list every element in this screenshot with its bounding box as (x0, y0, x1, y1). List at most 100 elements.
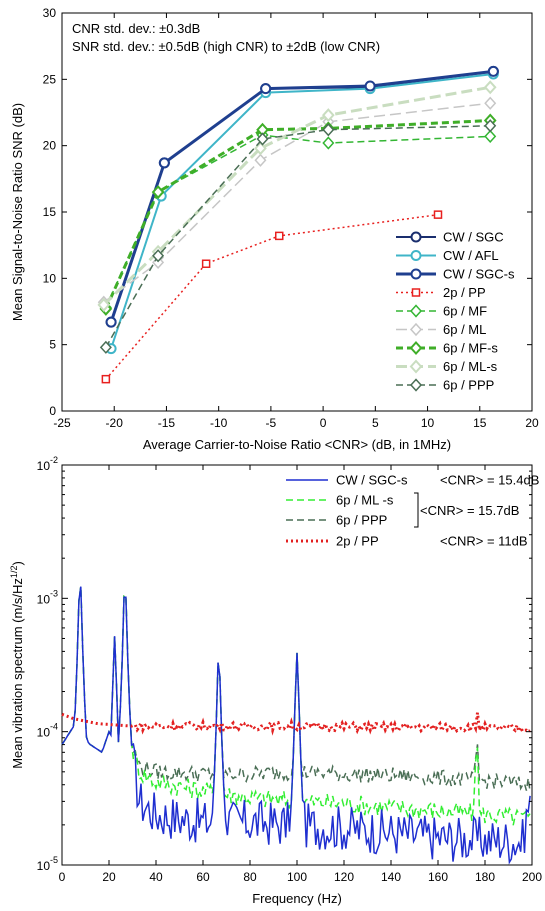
legend-cnr-value: <CNR> = 11dB (440, 534, 528, 549)
spectrum-cw-sgc-s (61, 586, 531, 865)
top-x-tick-label: 0 (320, 416, 327, 430)
data-point (364, 80, 376, 92)
top-y-tick-label: 0 (49, 404, 56, 418)
legend-marker (409, 341, 423, 355)
legend-cnr-value: <CNR> = 15.4dB (440, 473, 539, 488)
legend-label: 6p / ML-s (443, 359, 498, 374)
legend-marker (410, 250, 422, 261)
legend-label: CW / AFL (443, 248, 499, 263)
bottom-plot-marks (61, 586, 531, 865)
data-point (254, 153, 267, 167)
top-x-tick-label: 20 (525, 416, 539, 430)
legend-item-2p-pp: 2p / PP <CNR> = 11dB (286, 534, 528, 549)
bottom-x-tick-label: 100 (287, 870, 307, 884)
top-y-tick-label: 10 (43, 271, 57, 285)
data-point (484, 129, 497, 143)
legend-marker (409, 304, 423, 318)
series-line (105, 213, 439, 380)
series-6p-ppp (99, 119, 497, 354)
bottom-y-tick-label: 10 (37, 459, 51, 473)
data-point (322, 136, 335, 150)
legend-label: 6p / ML (443, 322, 486, 337)
legend-marker (410, 268, 422, 280)
bottom-x-tick-label: 120 (334, 870, 354, 884)
snr-vs-cnr-chart: -25 -20 -15 -10 -5 0 5 10 15 20 0 5 10 15 20 25 30 CNR s… (10, 6, 539, 452)
legend-item-6p-mf: 6p / MF (396, 304, 487, 319)
data-point (321, 108, 335, 123)
data-point (487, 65, 499, 77)
data-point (256, 132, 269, 146)
spectrum-6p-ppp (61, 586, 531, 793)
data-point (484, 96, 497, 110)
data-point (158, 157, 170, 169)
bottom-x-tick-label: 200 (522, 870, 542, 884)
legend-label: CW / SGC (443, 230, 504, 245)
bottom-x-tick-label: 0 (59, 870, 66, 884)
legend-label: 6p / ML -s (336, 493, 394, 508)
legend-item-6p-ppp: 6p / PPP (396, 378, 494, 393)
series-line (104, 119, 491, 310)
top-x-tick-label: -10 (210, 416, 228, 430)
top-x-tick-label: -25 (53, 416, 71, 430)
data-point (201, 259, 211, 268)
top-x-tick-label: -5 (266, 416, 277, 430)
legend-marker (409, 322, 423, 337)
top-y-tick-label: 30 (43, 6, 57, 20)
annotation-snr-std: SNR std. dev.: ±0.5dB (high CNR) to ±2dB… (72, 39, 380, 54)
top-y-tick-label: 5 (49, 338, 56, 352)
spectrum-2p-pp (61, 712, 531, 737)
legend-label: CW / SGC-s (336, 473, 408, 488)
legend-item-cw-sgc-s: CW / SGC-s <CNR> = 15.4dB (286, 473, 539, 488)
data-point (260, 83, 272, 95)
series-2p-pp (101, 210, 443, 384)
bottom-x-tick-label: 180 (475, 870, 495, 884)
top-y-tick-label: 15 (43, 205, 57, 219)
legend-item-6p-ppp: 6p / PPP (286, 513, 387, 528)
data-point (274, 231, 284, 241)
top-x-tick-label: -15 (158, 416, 176, 430)
top-x-tick-label: 10 (421, 416, 435, 430)
data-point (105, 316, 117, 328)
bottom-x-axis-label: Frequency (Hz) (252, 891, 342, 906)
top-x-tick-label: 5 (372, 416, 379, 430)
legend-label: 6p / PPP (336, 513, 387, 528)
top-axis-ticks: -25 -20 -15 -10 -5 0 5 10 15 20 0 5 10 15 20 25 30 (43, 6, 539, 430)
legend-item-cw-sgc-s: CW / SGC-s (396, 267, 515, 282)
legend-marker (409, 378, 423, 392)
top-y-tick-label: 25 (43, 72, 57, 86)
data-point (254, 141, 267, 156)
legend-label: 2p / PP (336, 534, 379, 549)
legend-label: 6p / MF (443, 304, 487, 319)
data-point (152, 249, 165, 263)
bottom-legend: CW / SGC-s <CNR> = 15.4dB 6p / ML -s 6p / P… (286, 473, 539, 549)
legend-marker (409, 359, 423, 374)
legend-item-6p-ml: 6p / ML (396, 322, 486, 337)
bottom-y-tick-label: 10 (37, 592, 51, 606)
data-point (97, 297, 111, 312)
top-y-tick-label: 20 (43, 139, 57, 153)
legend-item-cw-afl: CW / AFL (396, 248, 499, 263)
legend-marker (410, 231, 422, 243)
legend-label: 6p / MF-s (443, 341, 498, 356)
data-point (151, 185, 165, 200)
top-x-axis-label: Average Carrier-to-Noise Ratio <CNR> (dB… (143, 437, 451, 452)
bottom-x-tick-label: 160 (428, 870, 448, 884)
data-point (433, 210, 443, 219)
legend-item-6p-mf-s: 6p / MF-s (396, 341, 498, 356)
bottom-x-tick-label: 20 (102, 870, 116, 884)
legend-item-6p-ml-s: 6p / ML -s (286, 493, 394, 508)
legend-item-cw-sgc: CW / SGC (396, 230, 504, 245)
bottom-y-tick-label: 10 (37, 726, 51, 740)
legend-bracket (414, 492, 419, 528)
data-point (484, 119, 497, 133)
bottom-y-tick-exponent: -2 (50, 455, 58, 465)
legend-item-6p-ml-s: 6p / ML-s (396, 359, 498, 374)
data-point (322, 123, 335, 137)
bottom-x-tick-label: 80 (243, 870, 257, 884)
bottom-x-tick-label: 140 (381, 870, 401, 884)
bottom-x-tick-label: 40 (149, 870, 163, 884)
bottom-y-tick-exponent: -4 (50, 722, 58, 732)
